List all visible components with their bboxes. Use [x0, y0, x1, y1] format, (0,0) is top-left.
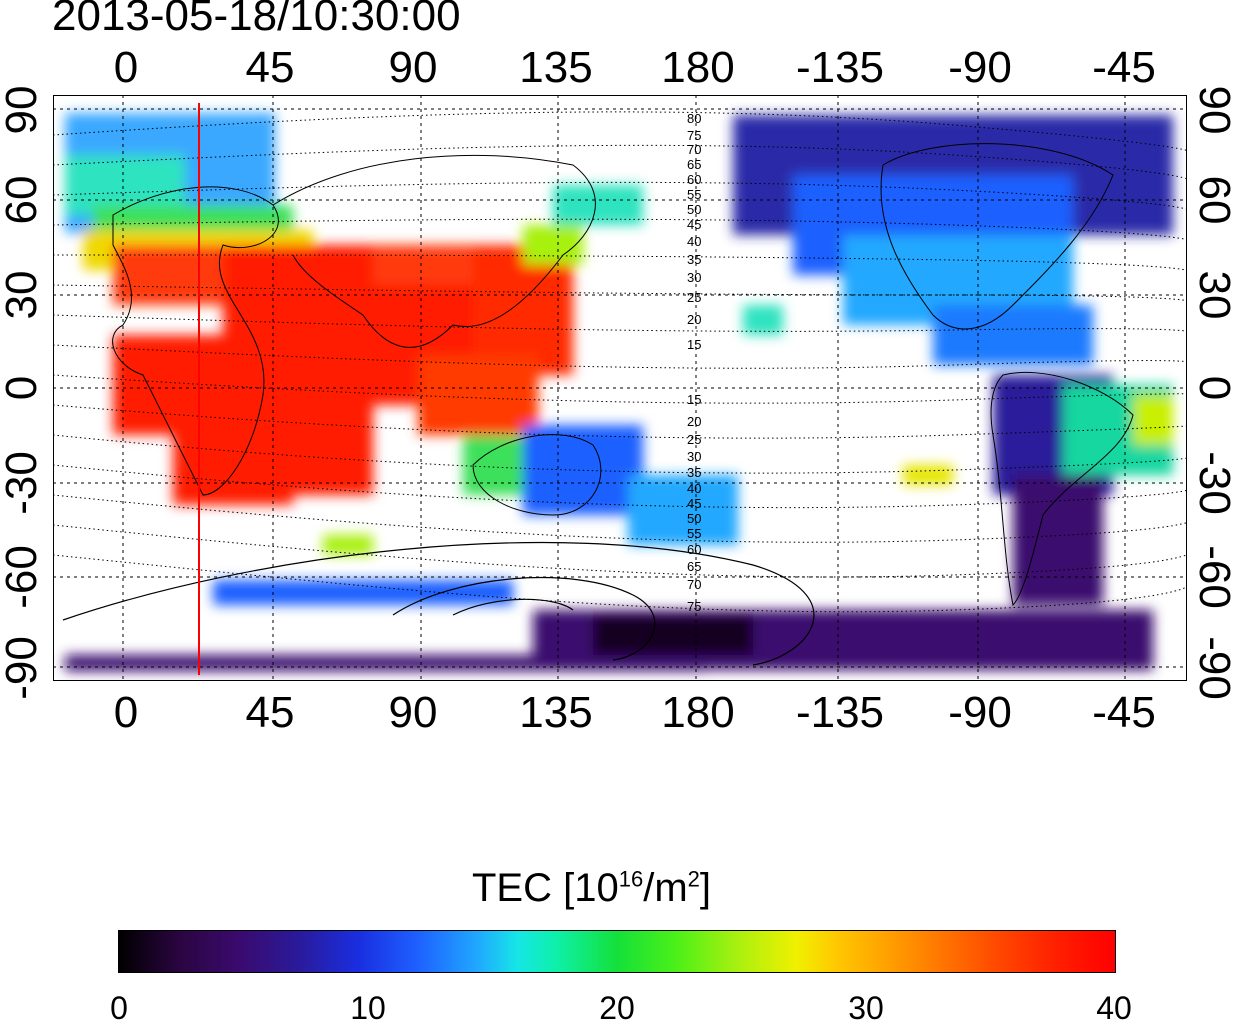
- contour-label: 65: [687, 559, 701, 574]
- lat-tick-label: -90: [1190, 636, 1235, 700]
- contour-label: 35: [687, 465, 701, 480]
- contour-label: 25: [687, 432, 701, 447]
- contour-label: 45: [687, 496, 701, 511]
- contour-label: 55: [687, 526, 701, 541]
- tec-map: 80 75 70 65 60 55 50 45 40 35 30 25 20 1…: [53, 95, 1187, 681]
- lat-tick-label: 90: [0, 86, 46, 135]
- lon-tick-label: 90: [389, 43, 438, 92]
- lat-tick-label: 60: [0, 176, 46, 225]
- lon-ticks-bottom: 0 45 90 135 180 -135 -90 -45: [114, 688, 1156, 737]
- lat-tick-label: -90: [0, 636, 46, 700]
- lat-tick-label: 30: [1190, 271, 1235, 320]
- lat-ticks-right: 90 60 30 0 -30 -60 -90: [1190, 86, 1235, 700]
- contour-label: 30: [687, 449, 701, 464]
- lon-tick-label: -45: [1092, 688, 1156, 737]
- contour-label: 45: [687, 217, 701, 232]
- lon-tick-label: -45: [1092, 43, 1156, 92]
- contour-label: 25: [687, 290, 701, 305]
- colorbar-tick: 30: [848, 990, 884, 1026]
- magnetic-contours: [53, 111, 1187, 613]
- lon-tick-label: 180: [661, 43, 734, 92]
- contour-label: 60: [687, 542, 701, 557]
- colorbar-tick: 0: [110, 990, 128, 1026]
- map-title-timestamp: 2013-05-18/10:30:00: [52, 0, 461, 40]
- lon-tick-label: -90: [948, 43, 1012, 92]
- contour-label: 50: [687, 202, 701, 217]
- lon-tick-label: 0: [114, 688, 138, 737]
- lon-tick-label: 135: [519, 43, 592, 92]
- coastlines: [112, 143, 1134, 607]
- lat-tick-label: 30: [0, 271, 46, 320]
- contour-label: 40: [687, 481, 701, 496]
- contour-label: 70: [687, 577, 701, 592]
- colorbar-tick: 40: [1096, 990, 1132, 1026]
- lon-tick-label: -135: [796, 688, 884, 737]
- lat-tick-label: 0: [0, 376, 46, 400]
- colorbar-tick: 10: [350, 990, 386, 1026]
- tec-data-layer: [65, 113, 1173, 671]
- lon-tick-label: 0: [114, 43, 138, 92]
- contour-label: 50: [687, 511, 701, 526]
- contour-label: 20: [687, 312, 701, 327]
- lon-tick-label: 135: [519, 688, 592, 737]
- colorbar-tick: 20: [599, 990, 635, 1026]
- lon-tick-label: 90: [389, 688, 438, 737]
- tec-colorbar: [118, 930, 1116, 973]
- contour-label: 15: [687, 337, 701, 352]
- lon-ticks-top: 0 45 90 135 180 -135 -90 -45: [114, 43, 1156, 92]
- contour-label: 15: [687, 392, 701, 407]
- lon-tick-label: 180: [661, 688, 734, 737]
- graticule: [53, 95, 1187, 681]
- lat-tick-label: -60: [1190, 545, 1235, 609]
- lon-tick-label: 45: [246, 43, 295, 92]
- lon-tick-label: -135: [796, 43, 884, 92]
- contour-label: 20: [687, 414, 701, 429]
- southern-contours: [62, 541, 815, 666]
- lat-tick-label: -60: [0, 545, 46, 609]
- contour-label: 40: [687, 234, 701, 249]
- contour-labels-south: 15 20 25 30 35 40 45 50 55 60 65 70 75: [687, 392, 701, 614]
- contour-label: 35: [687, 252, 701, 267]
- lat-ticks-left: 90 60 30 0 -30 -60 -90: [0, 86, 46, 700]
- lon-tick-label: -90: [948, 688, 1012, 737]
- lat-tick-label: 60: [1190, 176, 1235, 225]
- contour-labels-north: 80 75 70 65 60 55 50 45 40 35 30 25 20 1…: [687, 111, 701, 352]
- contour-label: 55: [687, 187, 701, 202]
- lat-tick-label: -30: [0, 451, 46, 515]
- lat-tick-label: -30: [1190, 451, 1235, 515]
- contour-label: 65: [687, 157, 701, 172]
- colorbar-title: TEC [1016/m2]: [472, 866, 712, 910]
- lon-tick-label: 45: [246, 688, 295, 737]
- contour-label: 60: [687, 172, 701, 187]
- lat-tick-label: 90: [1190, 86, 1235, 135]
- contour-label: 30: [687, 270, 701, 285]
- contour-label: 70: [687, 142, 701, 157]
- contour-label: 80: [687, 111, 701, 126]
- lat-tick-label: 0: [1190, 376, 1235, 400]
- contour-label: 75: [687, 599, 701, 614]
- contour-label: 75: [687, 128, 701, 143]
